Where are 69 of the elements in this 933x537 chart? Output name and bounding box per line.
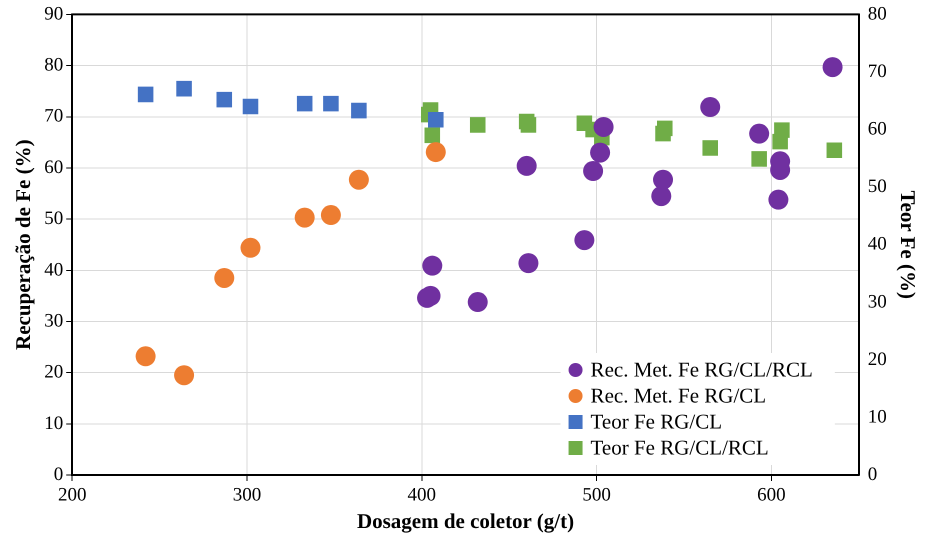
point xyxy=(826,142,842,158)
y-tick-label: 20 xyxy=(44,362,64,383)
y-tick-label: 30 xyxy=(44,310,64,332)
point xyxy=(516,156,537,176)
point xyxy=(653,170,674,190)
point xyxy=(468,292,488,312)
point xyxy=(651,186,672,206)
point xyxy=(296,96,312,112)
point xyxy=(240,238,260,258)
point xyxy=(422,256,442,276)
point xyxy=(174,365,194,386)
point xyxy=(583,161,604,182)
point xyxy=(136,346,156,366)
x-tick-label: 200 xyxy=(58,484,86,506)
y2-tick-label: 10 xyxy=(868,406,887,428)
point xyxy=(520,117,536,133)
point xyxy=(428,112,444,128)
point xyxy=(518,253,538,274)
point xyxy=(655,126,671,142)
y-tick-label: 90 xyxy=(44,3,64,24)
y2-tick-label: 50 xyxy=(868,176,887,198)
point xyxy=(424,128,440,144)
point xyxy=(768,190,788,210)
legend-label: Teor Fe RG/CL xyxy=(590,410,722,434)
y2-tick-label: 20 xyxy=(868,348,887,370)
x-tick-label: 500 xyxy=(582,484,611,506)
x-tick-label: 300 xyxy=(232,484,262,506)
point xyxy=(594,116,614,137)
point xyxy=(348,170,369,190)
y-tick-label: 80 xyxy=(44,54,64,76)
y-tick-label: 70 xyxy=(44,106,64,127)
y2-tick-label: 0 xyxy=(868,464,878,485)
x-tick-label: 400 xyxy=(408,484,436,506)
point xyxy=(216,92,232,108)
legend-label: Teor Fe RG/CL/RCL xyxy=(590,436,769,460)
y2-tick-label: 80 xyxy=(868,3,887,24)
point xyxy=(574,230,594,250)
point xyxy=(242,98,258,114)
point xyxy=(822,57,843,78)
point xyxy=(749,124,770,144)
point xyxy=(323,96,339,112)
point xyxy=(320,205,341,226)
y-tick-label: 10 xyxy=(44,412,64,434)
y2-axis-title: Teor Fe (%) xyxy=(896,190,920,299)
point xyxy=(294,208,315,228)
y2-tick-label: 30 xyxy=(868,291,887,312)
y-tick-label: 50 xyxy=(44,208,64,230)
point xyxy=(590,142,610,163)
y2-tick-label: 60 xyxy=(868,118,887,140)
point xyxy=(751,151,767,167)
point xyxy=(700,97,720,118)
y-tick-label: 0 xyxy=(54,464,64,485)
y-tick-label: 60 xyxy=(44,156,64,178)
point xyxy=(351,102,367,118)
x-tick-label: 600 xyxy=(757,484,786,506)
legend-label: Rec. Met. Fe RG/CL/RCL xyxy=(590,358,813,382)
point xyxy=(176,80,192,96)
point xyxy=(470,117,486,133)
y-axis-title: Recuperação de Fe (%) xyxy=(11,139,36,350)
x-axis-title: Dosagem de coletor (g/t) xyxy=(356,508,574,533)
point xyxy=(214,268,234,288)
y2-tick-label: 40 xyxy=(868,234,887,255)
legend-label: Rec. Met. Fe RG/CL xyxy=(590,384,766,408)
y-tick-label: 40 xyxy=(44,259,64,280)
point xyxy=(138,86,154,102)
point xyxy=(426,142,446,162)
y2-tick-label: 70 xyxy=(868,60,887,82)
point xyxy=(702,140,718,156)
point xyxy=(772,134,788,150)
